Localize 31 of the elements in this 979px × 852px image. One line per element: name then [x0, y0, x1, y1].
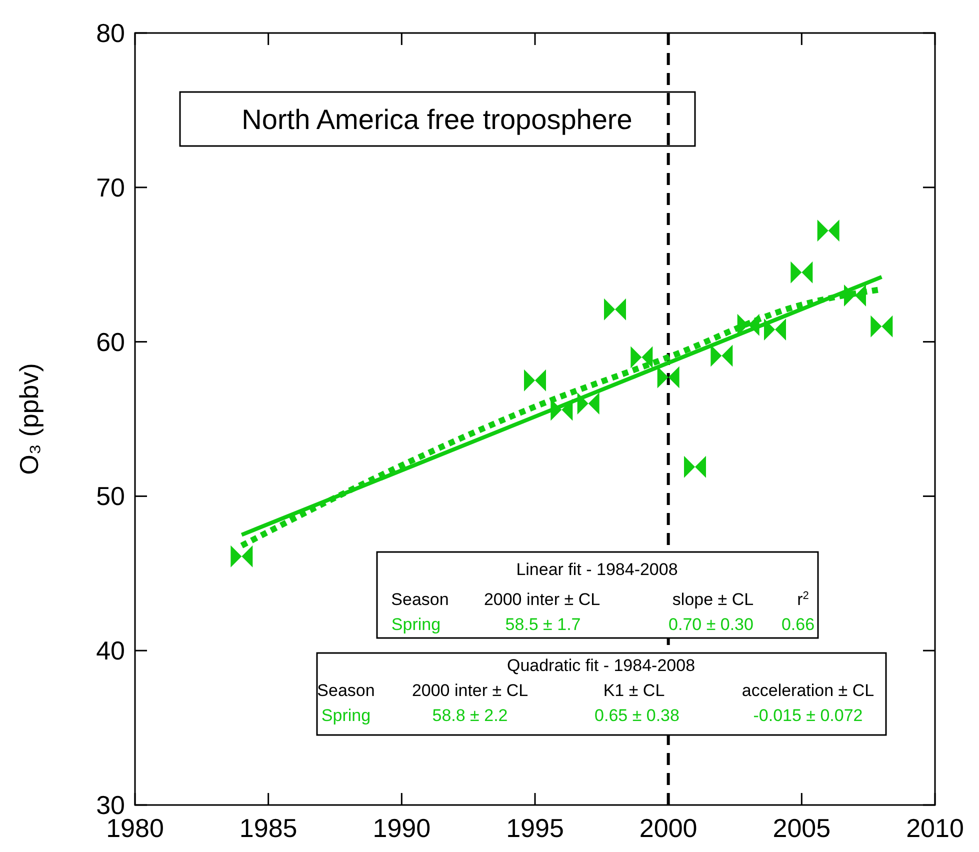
- annotation: 58.8 ± 2.2: [432, 706, 508, 725]
- annotation: 0.65 ± 0.38: [594, 706, 680, 725]
- annotation: slope ± CL: [672, 590, 754, 609]
- annotation: -0.015 ± 0.072: [753, 706, 863, 725]
- annotation: r$^{2}$: [797, 590, 809, 609]
- annotation: K1 ± CL: [603, 681, 665, 700]
- y-tick-label: 40: [96, 636, 125, 666]
- annotation: Season: [317, 681, 375, 700]
- annotation: Linear fit - 1984-2008: [516, 560, 678, 579]
- annotation: 2000 inter ± CL: [484, 590, 600, 609]
- y-axis-title: O₃ (ppbv): [14, 363, 44, 475]
- annotation: acceleration ± CL: [742, 681, 874, 700]
- annotation: 0.66: [781, 615, 815, 634]
- annotation: 0.70 ± 0.30: [668, 615, 754, 634]
- y-tick-label: 80: [96, 18, 125, 48]
- text: North America free troposphere: [242, 104, 632, 135]
- x-tick-label: 2005: [772, 813, 831, 843]
- x-tick-label: 1995: [506, 813, 564, 843]
- annotation: 58.5 ± 1.7: [505, 615, 581, 634]
- y-tick-label: 60: [96, 326, 125, 357]
- y-tick-label: 70: [96, 172, 125, 202]
- annotation: Spring: [321, 706, 371, 725]
- x-tick-label: 2010: [906, 813, 964, 843]
- annotation: Season: [391, 590, 449, 609]
- annotation: 2000 inter ± CL: [412, 681, 528, 700]
- x-tick-label: 1985: [239, 813, 298, 843]
- x-tick-label: 1990: [372, 813, 431, 843]
- y-tick-label: 50: [96, 481, 125, 512]
- x-tick-label: 2000: [639, 813, 698, 843]
- annotation: Spring: [391, 615, 441, 634]
- annotation: Quadratic fit - 1984-2008: [506, 656, 696, 675]
